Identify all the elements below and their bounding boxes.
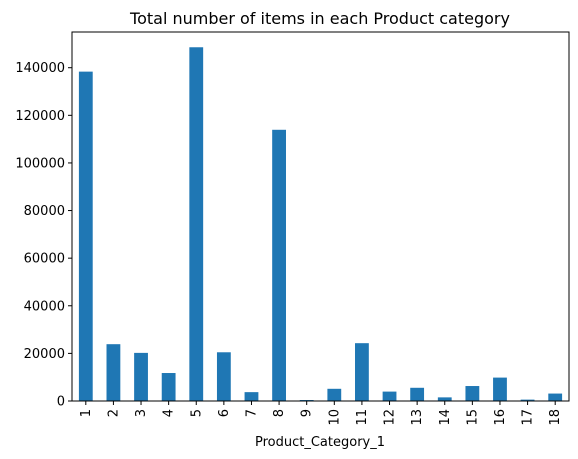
bar-14 [437, 397, 452, 401]
x-tick-label: 11 [355, 409, 370, 426]
bar-3 [134, 352, 148, 401]
bar-1 [78, 71, 93, 401]
x-tick-label: 18 [548, 409, 563, 426]
bar-17 [520, 399, 535, 401]
bar-11 [355, 343, 369, 401]
bar-8 [272, 129, 286, 402]
x-axis-label: Product_Category_1 [255, 435, 385, 450]
x-tick-label: 3 [134, 409, 149, 417]
y-tick-label: 80000 [24, 204, 65, 219]
chart-title: Total number of items in each Product ca… [129, 9, 510, 28]
bar-7 [244, 392, 259, 401]
bar-5 [189, 47, 204, 401]
x-tick-label: 5 [189, 409, 204, 417]
x-tick-label: 9 [300, 409, 315, 417]
bar-16 [493, 377, 507, 401]
x-tick-label: 13 [410, 409, 425, 426]
y-tick-label: 60000 [24, 252, 65, 267]
bars-group [78, 47, 563, 402]
x-tick-label: 8 [272, 409, 287, 417]
x-tick-label: 1 [79, 409, 94, 417]
x-tick-label: 14 [438, 409, 453, 426]
x-tick-label: 12 [383, 409, 398, 426]
bar-10 [327, 388, 342, 401]
bar-6 [216, 352, 231, 401]
bar-18 [548, 393, 563, 401]
y-tick-label: 20000 [24, 347, 65, 362]
x-tick-label: 4 [162, 409, 177, 417]
x-tick-label: 2 [106, 409, 121, 417]
x-axis-ticks: 1 2 3 4 5 6 7 8 9 10 11 12 13 14 15 16 17 18 [79, 401, 563, 426]
y-tick-label: 40000 [24, 299, 65, 314]
bar-12 [382, 391, 397, 401]
bar-13 [410, 387, 425, 401]
y-tick-label: 140000 [15, 61, 65, 76]
x-tick-label: 10 [327, 409, 342, 426]
y-tick-label: 120000 [15, 109, 65, 124]
x-tick-label: 6 [217, 409, 232, 417]
x-tick-label: 15 [465, 409, 480, 426]
y-tick-label: 100000 [15, 156, 65, 171]
x-tick-label: 17 [521, 409, 536, 426]
y-axis-ticks: 0 20000 40000 60000 80000 100000 120000 140000 [15, 61, 72, 410]
x-tick-label: 16 [493, 409, 508, 426]
x-tick-label: 7 [244, 409, 259, 417]
plot-frame [71, 31, 570, 402]
bar-15 [465, 386, 480, 401]
bar-4 [161, 373, 176, 401]
bar-2 [106, 344, 121, 401]
y-tick-label: 0 [57, 395, 65, 410]
